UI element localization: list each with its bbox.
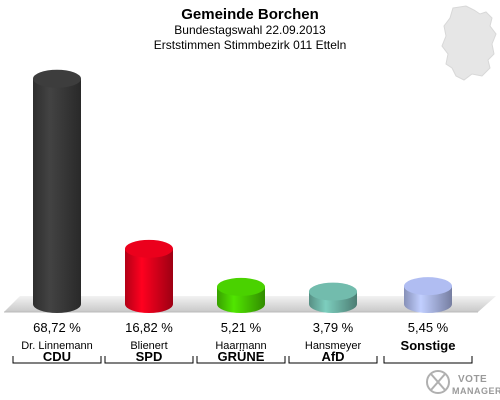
logo-line-manager: MANAGER xyxy=(452,386,500,396)
bar-body xyxy=(125,248,173,313)
candidate-label: Haarmann xyxy=(215,340,266,352)
party-label: GRÜNE xyxy=(218,349,265,364)
value-label: 3,79 % xyxy=(313,320,354,335)
party-label: CDU xyxy=(43,349,71,364)
bar-sonstige xyxy=(404,277,452,313)
logo-line-vote: VOTE xyxy=(458,374,487,385)
bar-top xyxy=(309,282,357,301)
value-label: 16,82 % xyxy=(125,320,173,335)
value-label: 5,45 % xyxy=(408,320,449,335)
bar-top xyxy=(217,277,265,296)
candidate-label: Hansmeyer xyxy=(305,340,362,352)
party-label: AfD xyxy=(321,349,344,364)
bar-top xyxy=(404,277,452,296)
germany-map-icon xyxy=(441,5,497,81)
party-bracket xyxy=(196,356,286,364)
party-label: Sonstige xyxy=(401,338,456,353)
bar-body xyxy=(33,78,81,313)
party-bracket xyxy=(12,356,102,364)
vote-manager-logo-icon: VOTE MANAGER xyxy=(426,370,500,396)
party-bracket xyxy=(383,356,473,364)
bar-top xyxy=(125,239,173,258)
chart-title: Gemeinde Borchen xyxy=(181,6,319,23)
bar-cdu xyxy=(33,69,81,313)
party-label: SPD xyxy=(136,349,163,364)
bars-group xyxy=(33,69,452,313)
party-bracket xyxy=(104,356,194,364)
bar-grüne xyxy=(217,277,265,313)
bar-top xyxy=(33,69,81,88)
candidate-label: Blienert xyxy=(130,340,167,352)
value-label: 68,72 % xyxy=(33,320,81,335)
chart-subtitle-district: Erststimmen Stimmbezirk 011 Etteln xyxy=(154,38,347,52)
bar-afd xyxy=(309,282,357,313)
bar-spd xyxy=(125,239,173,313)
party-bracket xyxy=(288,356,378,364)
candidate-label: Dr. Linnemann xyxy=(21,340,93,352)
chart-subtitle-date: Bundestagswahl 22.09.2013 xyxy=(174,23,326,37)
value-label: 5,21 % xyxy=(221,320,262,335)
